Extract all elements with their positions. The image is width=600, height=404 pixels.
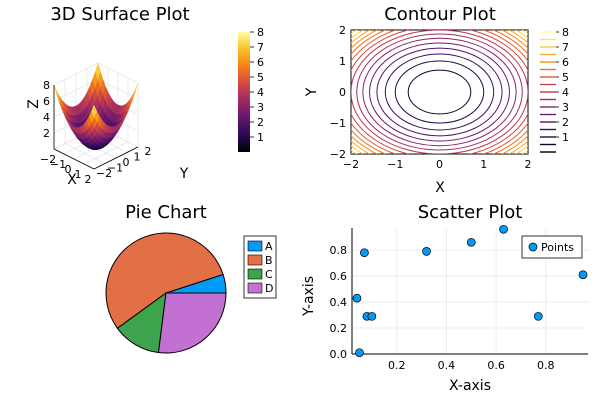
contour-colorbar-tick-label: 3 [562,101,569,114]
pie-legend-swatch [248,255,262,265]
scatter-point [423,247,431,255]
contour-colorbar-tick-label: 6 [562,56,569,69]
scatter-point [534,312,542,320]
scatter-point [360,249,368,257]
contour-lines [314,4,564,179]
contour-title: Contour Plot [384,4,496,25]
surface-colorbar: 1 2 3 4 5 6 7 8 [238,26,264,152]
surface-colorbar-tick-label: 7 [257,41,264,54]
scatter-legend-marker [529,243,537,251]
scatter-y-tick-label: 0.6 [330,270,348,283]
surface-y-tick-label: 2 [145,145,152,158]
scatter-y-tick-label: 0.2 [330,322,348,335]
surface-y-tick-label: 0 [123,156,130,169]
contour-line [370,43,510,141]
surface-x-tick-label: 2 [85,173,92,186]
contour-line [322,10,556,174]
surface-colorbar-ticks: 1 2 3 4 5 6 7 8 [250,26,264,144]
contour-colorbar-tick-label: 1 [562,131,569,144]
surface-colorbar-tick-label: 5 [257,71,264,84]
contour-x-tick-label: −1 [387,158,403,171]
contour-x-tick-label: 1 [480,158,487,171]
pie-title: Pie Chart [125,202,207,223]
scatter-y-tick-label: 0.4 [330,296,348,309]
contour-x-tick-label: 0 [436,158,443,171]
surface-colorbar-tick-label: 4 [257,86,264,99]
scatter-x-tick-label: 0.8 [537,359,555,372]
scatter-y-tick-label: 0.0 [330,348,348,361]
contour-line [385,54,493,130]
surface-colorbar-tick-label: 3 [257,101,264,114]
surface-y-tick-label: 1 [134,151,141,164]
surface-ylabel: Y [179,166,189,182]
contour-ylabel: Y [304,87,320,97]
contour-line [346,26,534,158]
contour-line [327,13,553,171]
contour-y-tick-label: −2 [330,148,346,161]
scatter-title: Scatter Plot [418,202,523,223]
surface-z-tick-label: 8 [43,79,50,92]
surface-zlabel: Z [26,99,42,109]
contour-colorbar-tick-label: 4 [562,86,569,99]
surface-z-tick-label: 4 [43,111,50,124]
pie-legend-swatch [248,241,262,251]
surface-colorbar-tick-label: 2 [257,116,264,129]
pie-legend-label: B [265,254,273,267]
contour-colorbar-tick-label: 7 [562,41,569,54]
surface-xlabel: X [67,172,77,188]
contour-colorbar-tick-label: 2 [562,116,569,129]
contour-y-tick-label: 1 [339,55,346,68]
pie-slice-d [158,293,226,353]
surface-z-tick-label: 2 [43,127,50,140]
surface-title: 3D Surface Plot [50,4,189,25]
surface-mesh [54,63,138,150]
scatter-point [500,225,508,233]
pie-legend-label: C [265,268,273,281]
pie-legend-label: A [265,240,273,253]
surface-y-tick-label: −1 [107,162,123,175]
scatter-point [353,294,361,302]
pie-legend-label: D [265,282,273,295]
contour-line [408,70,471,114]
surface-colorbar-tick-label: 6 [257,56,264,69]
surface-colorbar-tick-label: 8 [257,26,264,39]
contour-xlabel: X [435,180,445,196]
contour-line [336,19,544,164]
scatter-x-tick-label: 0.4 [438,359,456,372]
scatter-panel: Scatter Plot 0.2 0.4 0.6 0.8 0.0 0.2 0.4 0.6 0.8… [301,202,588,394]
contour-colorbar-tick-label: 8 [562,26,569,39]
pie-legend-swatch [248,283,262,293]
contour-line [318,7,560,177]
surface-colorbar-gradient [238,32,250,152]
scatter-point [467,238,475,246]
contour-line [331,16,548,168]
scatter-x-tick-label: 0.6 [487,359,505,372]
scatter-x-tick-label: 0.2 [388,359,406,372]
scatter-point [368,312,376,320]
contour-line [357,34,523,150]
surface-z-tick-label: 6 [43,95,50,108]
contour-colorbar: 1 2 3 4 5 6 7 8 [540,26,569,152]
surface-colorbar-tick-label: 1 [257,131,264,144]
scatter-legend-label: Points [541,241,574,254]
contour-colorbar-tick-label: 5 [562,71,569,84]
pie-legend-swatch [248,269,262,279]
contour-x-tick-label: 2 [525,158,532,171]
contour-y-tick-label: −1 [330,117,346,130]
scatter-legend: Points [522,236,582,258]
scatter-ylabel: Y-axis [301,276,317,317]
scatter-y-tick-label: 0.8 [330,244,348,257]
scatter-point [579,271,587,279]
pie-slices [106,233,226,353]
contour-y-tick-label: 2 [339,24,346,37]
scatter-point [355,349,363,357]
contour-y-tick-label: 0 [339,86,346,99]
contour-line [314,4,564,179]
scatter-xlabel: X-axis [449,378,491,394]
